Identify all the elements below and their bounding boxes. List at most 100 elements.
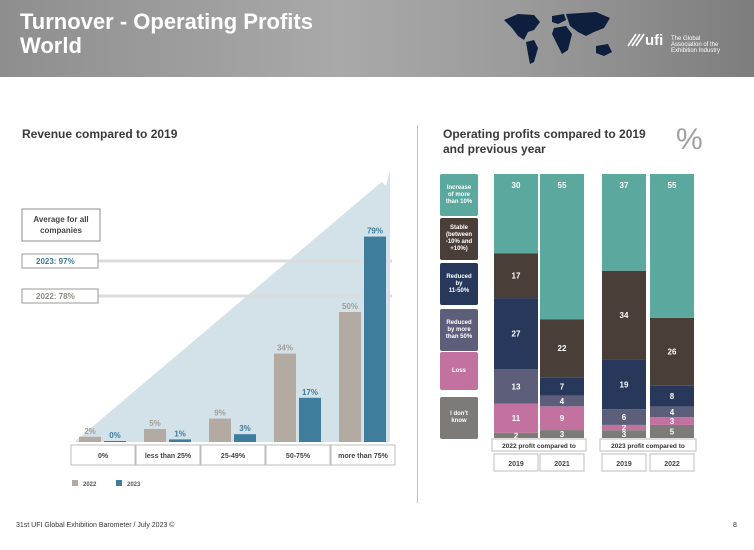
bar-label-2022-2: 9% [214, 409, 226, 418]
bar-2022-3 [274, 353, 296, 442]
x-label-3: 2022 [664, 461, 680, 468]
stack-label-increase-3: 55 [668, 181, 677, 190]
bar-2023-1 [169, 439, 191, 442]
page-title-line1: Turnover - Operating Profits [20, 9, 313, 34]
revenue-chart-title: Revenue compared to 2019 [22, 127, 178, 141]
bar-2023-4 [364, 236, 386, 442]
legend-text: (between [445, 232, 472, 238]
category-box-1 [135, 444, 201, 466]
profit-chart-title: Operating profits compared to 2019 and p… [443, 127, 646, 157]
legend-text: 11-50% [448, 287, 470, 294]
avg-2023-box [21, 253, 99, 269]
legend-text: of more [447, 191, 470, 198]
stack-seg-dont_know-1 [540, 430, 584, 438]
legend-label-2022: 2022 [83, 482, 97, 488]
bar-label-2022-0: 2% [84, 427, 96, 436]
stack-label-dont_know-1: 3 [560, 430, 565, 439]
avg-2022-label: 2022: 78% [36, 292, 75, 301]
revenue-bar-chart: Average for all companies 2023: 97% 2022… [21, 170, 396, 488]
legend-label-2023: 2023 [127, 482, 141, 488]
x-label-box-0 [493, 453, 539, 472]
average-label-line2: companies [40, 226, 82, 235]
legend-text: than 50% [445, 333, 473, 340]
stack-seg-dont_know-3 [650, 424, 694, 438]
average-box [21, 208, 101, 242]
stack-label-stable-1: 22 [558, 344, 567, 353]
bar-2023-0 [104, 441, 126, 442]
legend-box-increase: Increase of more than 10% [440, 174, 478, 216]
legend-box-stable: Stable (between -10% and +10%) [440, 218, 478, 260]
stack-label-reduced_more_50-1: 4 [560, 397, 565, 406]
bar-label-2022-3: 34% [277, 344, 293, 353]
stack-label-stable-3: 26 [668, 348, 677, 357]
profit-chart-title-line1: Operating profits compared to 2019 [443, 127, 646, 141]
category-label-1: less than 25% [145, 453, 192, 460]
x-label-2: 2019 [616, 461, 632, 468]
section-divider [417, 125, 418, 503]
x-label-box-1 [539, 453, 585, 472]
legend-text: Increase [446, 184, 472, 191]
legend-text: -10% and [445, 239, 473, 245]
legend-text: Stable [449, 225, 468, 231]
stack-seg-reduced_11_50-3 [650, 385, 694, 407]
stack-seg-increase-0 [494, 174, 538, 254]
bar-label-2023-1: 1% [174, 429, 186, 438]
logo-tagline-3: Exhibition Industry [671, 48, 721, 54]
percent-sign: % [676, 123, 703, 156]
x-label-1: 2021 [554, 461, 570, 468]
bar-2022-2 [209, 418, 231, 442]
stack-seg-loss-2 [602, 424, 646, 431]
legend-text: I don't [450, 411, 468, 417]
stack-label-reduced_more_50-2: 6 [622, 413, 627, 422]
stack-label-stable-2: 34 [620, 311, 629, 320]
logo-tagline-1: The Global [671, 36, 701, 42]
stack-seg-increase-1 [540, 174, 584, 320]
legend-text: by more [447, 326, 471, 333]
growth-arrow-head [376, 170, 390, 186]
stack-label-reduced_11_50-1: 7 [560, 383, 565, 392]
stack-seg-reduced_more_50-3 [650, 406, 694, 418]
legend-box-reduced_11_50: Reduced by 11-50% [440, 263, 478, 305]
stack-label-dont_know-3: 5 [670, 427, 675, 436]
bar-2022-1 [144, 429, 166, 442]
legend-text: by [455, 280, 463, 287]
stack-label-stable-0: 17 [512, 272, 521, 281]
bar-label-2022-4: 50% [342, 302, 358, 311]
bar-label-2023-4: 79% [367, 227, 383, 236]
stack-seg-loss-1 [540, 406, 584, 431]
legend-swatch-2022 [72, 480, 78, 486]
group-label-box-0 [491, 438, 587, 452]
stack-label-reduced_more_50-0: 13 [512, 383, 521, 392]
stack-seg-loss-3 [650, 417, 694, 425]
stack-seg-reduced_11_50-2 [602, 359, 646, 410]
stack-label-increase-0: 30 [512, 181, 521, 190]
x-label-box-2 [601, 453, 647, 472]
page-title: Turnover - Operating Profits World [20, 10, 313, 58]
category-box-2 [200, 444, 266, 466]
group-label-1: 2023 profit compared to [611, 443, 685, 450]
growth-arrow-line [71, 176, 385, 444]
stack-seg-reduced_more_50-2 [602, 409, 646, 425]
stack-label-loss-0: 11 [512, 414, 521, 423]
page-title-line2: World [20, 33, 82, 58]
bar-label-2023-0: 0% [109, 431, 121, 440]
category-box-4 [330, 444, 396, 466]
bar-2022-4 [339, 312, 361, 442]
stack-seg-reduced_11_50-1 [540, 377, 584, 396]
group-label-box-1 [599, 438, 697, 452]
legend-text: Loss [451, 367, 466, 374]
stack-label-increase-1: 55 [558, 181, 567, 190]
stack-seg-stable-3 [650, 317, 694, 386]
category-label-4: more than 75% [338, 453, 389, 460]
stack-seg-loss-0 [494, 403, 538, 433]
stack-label-dont_know-2: 3 [622, 430, 627, 439]
stack-label-reduced_more_50-3: 4 [670, 408, 675, 417]
bar-2022-0 [79, 436, 101, 442]
stack-label-loss-1: 9 [560, 414, 565, 423]
legend-text: Reduced [446, 319, 472, 326]
ufi-logo-icon: ufi [627, 32, 663, 48]
bar-2023-2 [234, 434, 256, 442]
page-number: 8 [733, 522, 737, 529]
bar-label-2023-2: 3% [239, 424, 251, 433]
